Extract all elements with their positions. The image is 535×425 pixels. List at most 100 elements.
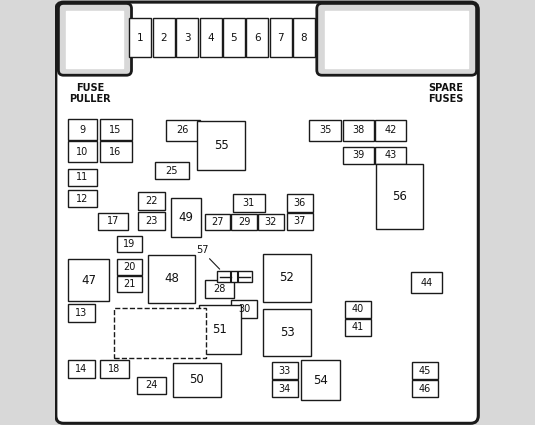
Bar <box>263 254 311 302</box>
Text: 29: 29 <box>238 217 250 227</box>
FancyBboxPatch shape <box>56 2 478 423</box>
Bar <box>287 194 313 212</box>
Bar <box>136 377 165 394</box>
Text: 12: 12 <box>76 194 88 204</box>
Text: 17: 17 <box>106 216 119 227</box>
Bar <box>97 213 128 230</box>
Bar <box>100 119 132 140</box>
Bar <box>100 141 132 162</box>
Bar <box>272 362 298 379</box>
Text: 20: 20 <box>123 262 135 272</box>
Bar <box>263 309 311 356</box>
Bar <box>411 272 442 293</box>
Text: 47: 47 <box>81 274 96 286</box>
Bar <box>176 18 198 57</box>
Text: SPARE
FUSES: SPARE FUSES <box>429 83 464 104</box>
Text: 39: 39 <box>353 150 364 160</box>
Bar <box>343 147 374 164</box>
Text: 30: 30 <box>238 304 250 314</box>
Bar <box>117 276 142 292</box>
Bar <box>223 18 245 57</box>
Bar <box>173 363 221 397</box>
Bar <box>233 194 264 212</box>
Bar <box>217 271 252 282</box>
Text: 22: 22 <box>145 196 157 206</box>
Text: 48: 48 <box>164 272 179 285</box>
Text: 40: 40 <box>352 304 364 314</box>
Text: 3: 3 <box>184 33 190 43</box>
Bar <box>68 259 109 301</box>
Bar <box>272 380 298 397</box>
Bar <box>68 119 97 140</box>
Text: 18: 18 <box>109 364 120 374</box>
Text: 42: 42 <box>385 125 397 136</box>
Bar <box>345 319 371 336</box>
Text: 53: 53 <box>280 326 294 339</box>
Text: 9: 9 <box>79 125 85 135</box>
Text: 37: 37 <box>294 216 306 227</box>
Bar <box>309 120 341 141</box>
Text: 51: 51 <box>212 323 227 336</box>
Text: 54: 54 <box>313 374 327 387</box>
Text: 38: 38 <box>353 125 364 136</box>
Text: 7: 7 <box>277 33 284 43</box>
Bar <box>198 305 241 354</box>
Text: 1: 1 <box>137 33 144 43</box>
Text: 16: 16 <box>110 147 121 157</box>
Text: 2: 2 <box>160 33 167 43</box>
Text: 50: 50 <box>189 374 204 386</box>
Bar <box>376 164 424 229</box>
Bar <box>68 304 95 322</box>
Bar <box>113 308 207 358</box>
FancyBboxPatch shape <box>58 3 132 75</box>
Bar <box>68 190 97 207</box>
Text: 36: 36 <box>294 198 306 208</box>
Text: 27: 27 <box>211 217 224 227</box>
Bar <box>171 198 201 237</box>
Bar <box>231 214 257 230</box>
Text: 24: 24 <box>145 380 157 391</box>
Bar <box>270 18 292 57</box>
Text: 5: 5 <box>231 33 237 43</box>
Bar <box>138 192 165 210</box>
Text: 35: 35 <box>319 125 331 136</box>
Bar <box>376 147 406 164</box>
Bar <box>287 213 313 230</box>
Text: 34: 34 <box>279 384 291 394</box>
Bar <box>204 214 230 230</box>
Text: 19: 19 <box>123 239 135 249</box>
Text: 32: 32 <box>265 217 277 227</box>
Text: 15: 15 <box>109 125 122 135</box>
Text: 14: 14 <box>75 364 87 374</box>
Text: 21: 21 <box>123 279 135 289</box>
Text: 52: 52 <box>280 272 294 284</box>
Text: 8: 8 <box>301 33 308 43</box>
Bar <box>200 18 221 57</box>
Bar <box>231 300 257 318</box>
Text: 49: 49 <box>178 211 193 224</box>
Bar <box>166 120 200 141</box>
Bar <box>100 360 129 378</box>
Bar <box>138 212 165 230</box>
Text: 57: 57 <box>196 245 209 255</box>
Text: 28: 28 <box>213 283 225 294</box>
Bar <box>153 18 175 57</box>
Bar <box>376 120 406 141</box>
Bar <box>148 255 195 303</box>
Text: 46: 46 <box>419 384 431 394</box>
Text: 13: 13 <box>75 308 87 318</box>
Bar <box>117 236 142 252</box>
Text: 31: 31 <box>242 198 255 208</box>
Bar <box>412 362 438 379</box>
Bar <box>301 360 340 400</box>
Bar <box>246 18 269 57</box>
Bar <box>117 259 142 275</box>
Bar <box>412 380 438 397</box>
Text: 25: 25 <box>166 166 178 176</box>
Text: 26: 26 <box>177 125 189 136</box>
Bar <box>68 141 97 162</box>
Bar <box>204 280 233 298</box>
Bar <box>129 18 151 57</box>
Text: 10: 10 <box>76 147 88 157</box>
Bar <box>343 120 374 141</box>
